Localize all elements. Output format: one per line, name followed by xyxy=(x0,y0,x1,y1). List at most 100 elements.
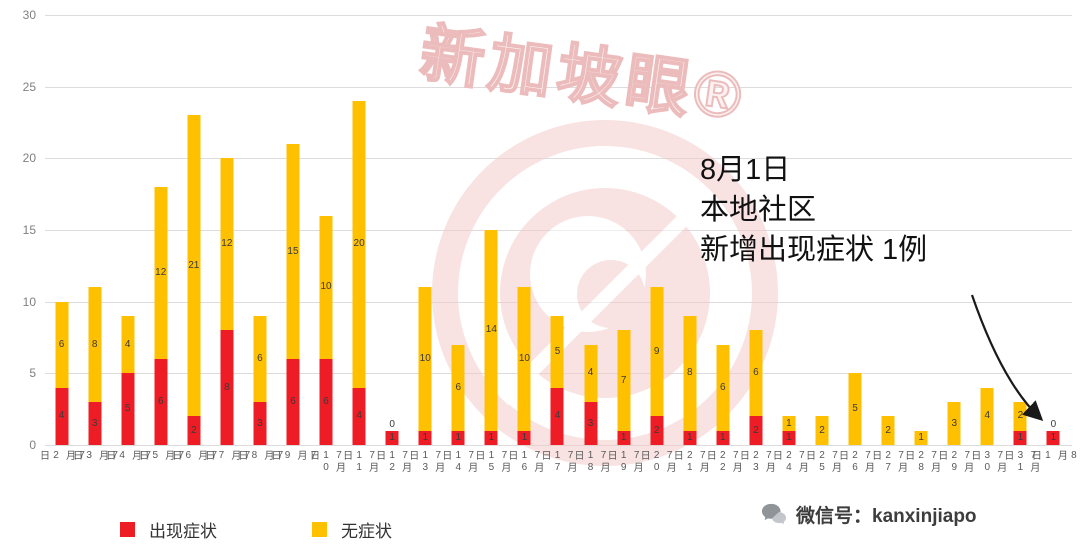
y-axis-tick: 0 xyxy=(29,438,36,452)
bar-value-label: 6 xyxy=(720,381,726,393)
legend-swatch-asymptomatic xyxy=(312,522,327,537)
bar-group: 02 7月27日 xyxy=(870,15,907,474)
annotation-line-1: 8月1日 xyxy=(700,154,791,186)
bar-group: 3 4 7月18日 xyxy=(572,15,609,474)
bar-segment-asymptomatic: 3 xyxy=(947,402,961,445)
y-axis-tick: 20 xyxy=(22,151,36,166)
bar-value-label: 1 xyxy=(1050,431,1057,443)
bar-value-label: 4 xyxy=(356,410,362,422)
bar-segment-asymptomatic: 10 xyxy=(319,215,333,359)
bar-segment-asymptomatic: 10 xyxy=(517,287,531,431)
bar-value-label: 1 xyxy=(620,431,627,443)
wechat-id-label: 微信号：kanxinjiapo xyxy=(796,506,977,527)
bar-value-label: 2 xyxy=(819,424,825,436)
x-axis-label: 7月28日 xyxy=(902,450,940,474)
bar-value-label: 6 xyxy=(323,396,329,407)
bar-segment-symptomatic: 1 xyxy=(617,430,631,445)
bar-segment-symptomatic: 3 xyxy=(253,402,267,445)
x-axis-label: 7月6日 xyxy=(169,450,220,462)
bar-segment-symptomatic: 4 xyxy=(55,387,69,445)
bar-value-label: 21 xyxy=(188,259,200,271)
annotation-line-3: 新增出现症状 1例 xyxy=(700,234,928,266)
bar-value-label: 5 xyxy=(852,403,858,415)
bar-value-label: 5 xyxy=(124,403,131,415)
bar-segment-asymptomatic: 4 xyxy=(980,387,994,445)
bar-segment-asymptomatic: 5 xyxy=(848,373,862,445)
stacked-bar: 2 21 xyxy=(187,115,201,445)
x-axis-label: 7月2日 xyxy=(37,450,88,462)
bar-segment-symptomatic: 4 xyxy=(550,387,564,445)
gridline xyxy=(45,15,1072,16)
bar-segment-asymptomatic: 1 xyxy=(914,430,928,445)
y-axis-tick: 15 xyxy=(22,223,36,237)
bar-value-label: 14 xyxy=(485,324,497,336)
legend-swatch-symptomatic xyxy=(120,522,135,537)
x-axis-label: 7月4日 xyxy=(103,450,154,462)
bar-group: 05 7月26日 xyxy=(837,15,874,474)
bar-group: 1 10 7月13日 xyxy=(407,15,444,474)
x-axis-label: 7月10日 xyxy=(307,450,345,474)
y-axis-tick: 5 xyxy=(29,366,36,381)
bar-group: 2 9 7月20日 xyxy=(638,15,675,474)
bar-segment-asymptomatic: 8 xyxy=(88,287,102,402)
bar-segment-symptomatic: 6 xyxy=(286,359,300,445)
bar-group: 1 0 7月12日 xyxy=(374,15,411,474)
bar-value-label: 12 xyxy=(155,267,167,278)
bar-value-label: 4 xyxy=(587,367,594,379)
bar-segment-symptomatic: 8 xyxy=(220,330,234,445)
bar-group: 4 20 7月11日 xyxy=(341,15,378,474)
bar-value-label: 2 xyxy=(653,424,660,436)
wechat-footer: 微信号：kanxinjiapo xyxy=(760,501,977,528)
bar-segment-asymptomatic: 6 xyxy=(749,330,763,417)
bar-segment-asymptomatic: 2 xyxy=(881,416,895,445)
stacked-bar: 1 10 xyxy=(418,287,432,445)
bar-value-label: 1 xyxy=(389,431,395,443)
stacked-bar: 05 xyxy=(848,373,862,445)
bar-segment-symptomatic: 3 xyxy=(88,402,102,445)
bar-value-label: 8 xyxy=(686,367,693,379)
bar-value-label: 4 xyxy=(984,410,991,422)
bar-segment-symptomatic: 6 xyxy=(319,359,333,445)
bar-segment-symptomatic: 1 xyxy=(385,430,399,445)
stacked-bar: 8 12 xyxy=(220,158,234,445)
stacked-bar: 03 xyxy=(947,402,961,445)
bar-group: 03 7月29日 xyxy=(936,15,973,474)
bar-segment-symptomatic: 1 xyxy=(716,430,730,445)
bar-segment-asymptomatic: 20 xyxy=(352,101,366,388)
bar-value-label: 5 xyxy=(554,345,561,357)
x-axis-label: 7月29日 xyxy=(935,450,973,474)
bar-value-label: 1 xyxy=(786,417,792,429)
legend-item-asymptomatic: 无症状 xyxy=(312,517,392,542)
stacked-bar: 6 15 xyxy=(286,144,300,445)
bar-segment-symptomatic: 2 xyxy=(650,416,664,445)
stacked-bar: 02 xyxy=(881,416,895,445)
legend-item-symptomatic: 出现症状 xyxy=(120,517,217,542)
bar-value-label: 15 xyxy=(287,245,299,257)
bar-segment-symptomatic: 1 xyxy=(1013,430,1027,445)
bar-value-label: 1 xyxy=(488,431,495,443)
bar-segment-asymptomatic: 6 xyxy=(55,301,69,388)
bar-value-label: 10 xyxy=(518,353,530,364)
legend-label-asymptomatic: 无症状 xyxy=(341,522,392,541)
x-axis-label: 7月5日 xyxy=(136,450,187,462)
x-axis-label: 7月30日 xyxy=(968,450,1006,474)
bar-segment-asymptomatic: 9 xyxy=(650,287,664,417)
bar-value-label: 1 xyxy=(455,431,462,443)
bar-segment-symptomatic: 1 xyxy=(451,430,465,445)
bar-value-label: 2 xyxy=(191,424,197,436)
bar-value-label: 1 xyxy=(422,431,428,443)
x-axis-label: 7月9日 xyxy=(268,450,319,462)
bar-value-label: 20 xyxy=(353,238,365,250)
gridline xyxy=(45,86,1072,88)
bar-group: 4 6 7月2日 xyxy=(38,15,88,462)
x-axis-label: 7月31日 xyxy=(1001,450,1039,474)
